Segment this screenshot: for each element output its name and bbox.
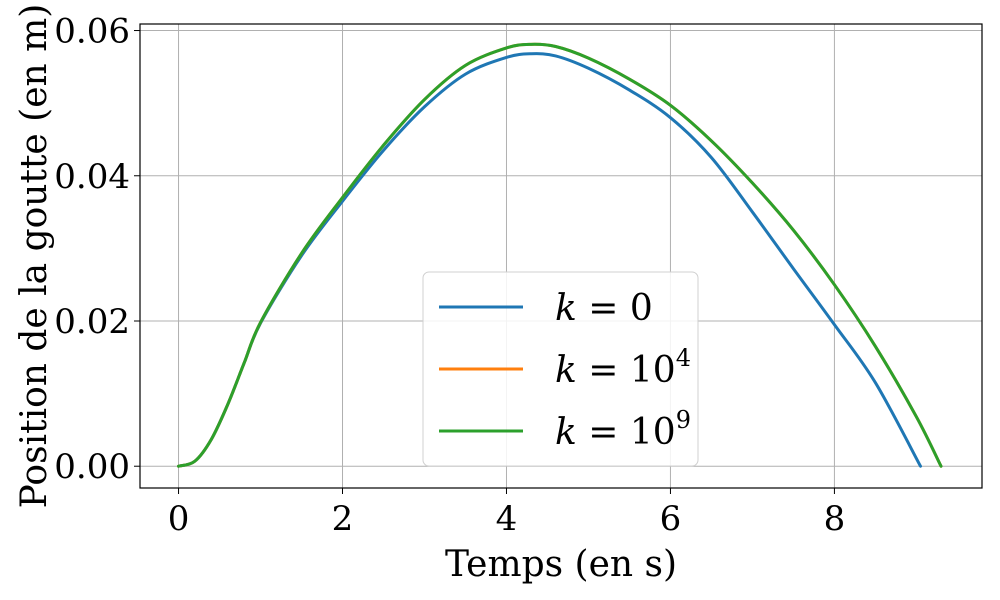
x-tick-label: 0 <box>168 499 190 539</box>
x-axis-label: Temps (en s) <box>445 544 677 585</box>
legend-box <box>422 271 699 467</box>
legend-var: k <box>555 412 577 453</box>
series-line-2 <box>177 42 943 468</box>
legend-label: k = 104 <box>555 344 691 391</box>
legend-label: k = 0 <box>555 288 653 329</box>
legend-label: k = 109 <box>555 406 691 453</box>
legend-eq: = 10 <box>577 350 676 391</box>
plot-frame <box>139 23 983 489</box>
legend-eq: = 10 <box>577 412 676 453</box>
series-lines <box>177 42 943 468</box>
legend-exponent: 4 <box>676 344 691 372</box>
legend-exponent: 9 <box>676 406 691 434</box>
legend-eq: = 0 <box>577 288 653 329</box>
y-tick-label: 0.02 <box>54 302 130 342</box>
legend-var: k <box>555 350 577 391</box>
x-tick-label: 6 <box>660 499 682 539</box>
x-tick-label: 8 <box>824 499 846 539</box>
y-axis-label: Position de la goutte (en m) <box>14 4 55 509</box>
x-tick-label: 2 <box>332 499 354 539</box>
y-tick-label: 0.06 <box>54 12 130 52</box>
x-tick-label: 4 <box>496 499 518 539</box>
y-tick-label: 0.00 <box>54 447 130 487</box>
ticks: 0 2 4 6 8 0.00 0.02 0.04 0.06 <box>54 12 845 539</box>
legend-var: k <box>555 288 577 329</box>
y-tick-label: 0.04 <box>54 157 130 197</box>
